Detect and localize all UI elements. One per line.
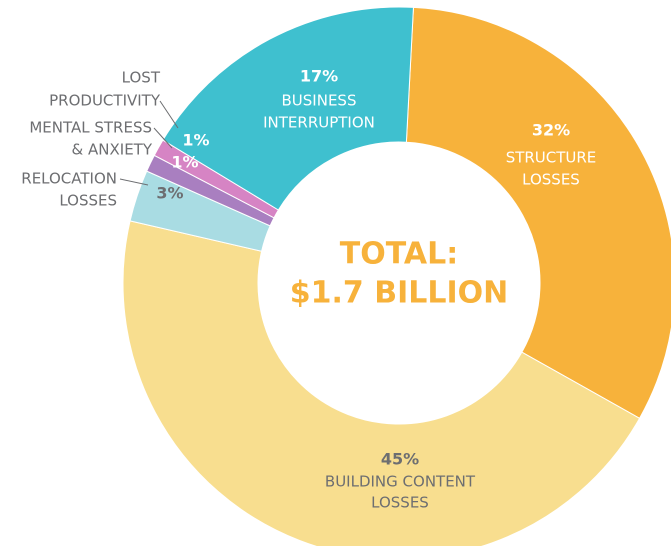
leader-line xyxy=(153,127,173,149)
labels: 32% STRUCTURE LOSSES 45% BUILDING CONTENT LOS… xyxy=(21,67,596,512)
category-label: BUILDING CONTENT xyxy=(325,473,476,491)
center-title: TOTAL: xyxy=(340,237,458,272)
category-label: LOSSES xyxy=(522,171,580,189)
category-label: STRUCTURE xyxy=(506,149,597,167)
leader-line xyxy=(159,100,179,129)
category-label: INTERRUPTION xyxy=(263,114,375,132)
value-label: 17% xyxy=(300,67,338,86)
category-label: LOSSES xyxy=(371,494,429,512)
category-label: BUSINESS xyxy=(282,92,357,110)
slice xyxy=(122,220,641,546)
category-label: MENTAL STRESS xyxy=(29,119,152,137)
value-label: 1% xyxy=(171,153,198,172)
category-label: LOSSES xyxy=(59,192,117,210)
category-label: & ANXIETY xyxy=(72,141,153,159)
slices xyxy=(122,6,671,546)
slice xyxy=(162,6,414,211)
slice xyxy=(405,6,671,420)
value-label: 32% xyxy=(532,121,570,140)
value-label: 3% xyxy=(156,184,183,203)
value-label: 45% xyxy=(381,450,419,469)
category-label: RELOCATION xyxy=(21,170,117,188)
category-label: PRODUCTIVITY xyxy=(49,92,161,110)
category-label: LOST xyxy=(122,69,161,87)
leader-line xyxy=(119,178,149,186)
value-label: 1% xyxy=(182,131,209,150)
center-total: $1.7 BILLION xyxy=(290,276,509,311)
